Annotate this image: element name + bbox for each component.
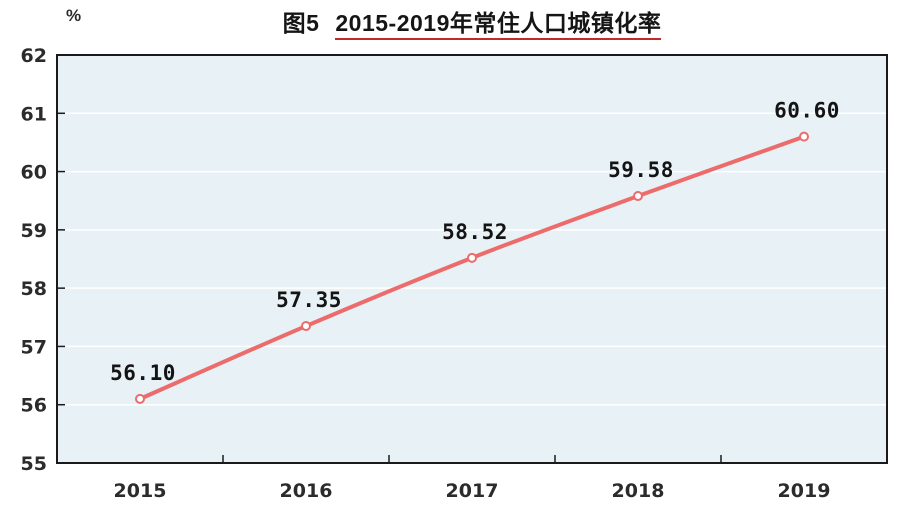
data-point-marker bbox=[135, 393, 145, 404]
y-axis-tick-label: 55 bbox=[21, 453, 47, 475]
y-axis-tick-label: 57 bbox=[21, 336, 47, 358]
y-axis-tick-label: 60 bbox=[21, 162, 47, 184]
y-axis-tick-label: 59 bbox=[21, 220, 47, 242]
chart-title-main-text: 2015-2019年常住人口城镇化率 bbox=[335, 10, 662, 40]
x-axis-tick-label: 2015 bbox=[114, 480, 167, 502]
plot-border bbox=[56, 54, 888, 464]
data-point-marker bbox=[301, 321, 311, 332]
data-point-marker bbox=[799, 131, 809, 142]
data-point-marker bbox=[633, 191, 643, 202]
y-axis-tick-label: 56 bbox=[21, 395, 47, 417]
y-axis-unit-label: % bbox=[66, 6, 82, 25]
x-axis-tick-label: 2016 bbox=[280, 480, 333, 502]
data-point-label: 59.58 bbox=[608, 158, 674, 182]
chart-title: 图5 2015-2019年常住人口城镇化率 bbox=[57, 4, 887, 40]
data-point-marker bbox=[467, 252, 477, 263]
x-axis-tick-label: 2018 bbox=[612, 480, 665, 502]
chart-title-figure-number: 图5 bbox=[282, 10, 320, 36]
y-axis-tick-label: 58 bbox=[21, 278, 47, 300]
data-point-label: 60.60 bbox=[774, 99, 840, 123]
data-point-label: 57.35 bbox=[276, 288, 342, 312]
data-point-label: 58.52 bbox=[442, 220, 508, 244]
data-point-label: 56.10 bbox=[110, 361, 176, 385]
y-axis-tick-label: 62 bbox=[21, 45, 47, 67]
x-axis-tick-label: 2019 bbox=[778, 480, 831, 502]
y-axis-tick-label: 61 bbox=[21, 103, 47, 125]
x-axis-tick-label: 2017 bbox=[446, 480, 499, 502]
